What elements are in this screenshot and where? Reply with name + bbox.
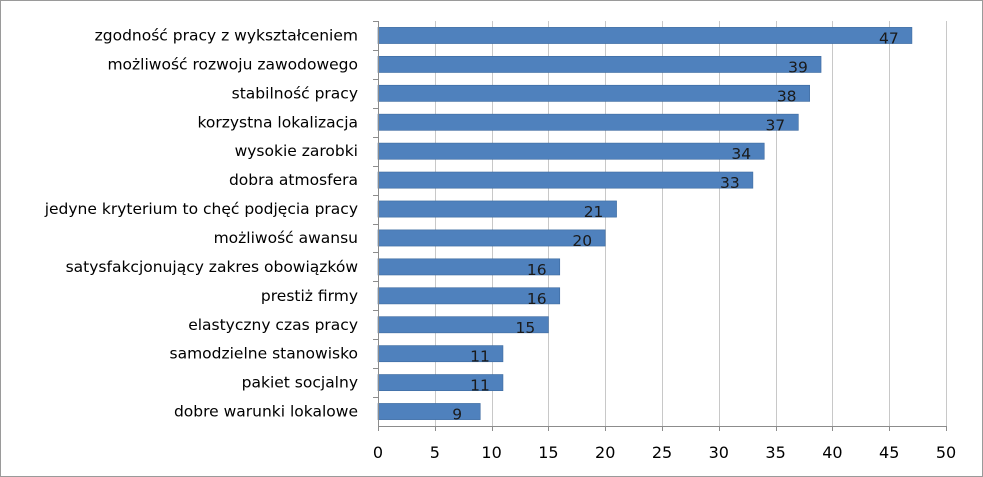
category-label: elastyczny czas pracy [188,316,358,334]
category-label: wysokie zarobki [235,142,358,160]
data-label: 16 [527,290,547,308]
x-tick-label: 10 [481,443,501,462]
data-label: 39 [788,58,808,76]
category-label: satysfakcjonujący zakres obowiązków [66,258,359,276]
category-label: dobre warunki lokalowe [174,403,358,421]
category-label: możliwość rozwoju zawodowego [107,55,358,73]
x-tick-label: 45 [879,443,899,462]
data-label: 37 [765,116,785,134]
grid-layer [378,21,947,426]
data-label: 11 [470,348,490,366]
category-label: jedyne kryterium to chęć podjęcia pracy [44,200,358,218]
data-label: 38 [777,87,797,105]
x-tick-label: 35 [765,443,785,462]
x-tick-label: 25 [652,443,672,462]
x-tick-label: 0 [373,443,383,462]
x-tick-label: 20 [595,443,615,462]
category-label: zgodność pracy z wykształceniem [95,26,358,44]
data-label: 34 [731,145,751,163]
data-label: 33 [720,174,740,192]
category-label: prestiż firmy [261,287,358,305]
axis-layer [373,21,947,431]
category-label: dobra atmosfera [229,171,358,189]
category-label: pakiet socjalny [242,374,358,392]
category-label: samodzielne stanowisko [170,345,359,363]
category-label: możliwość awansu [214,229,358,247]
bar-layer [377,27,913,420]
bar [377,84,810,102]
data-label: 47 [879,29,899,47]
bar [377,113,799,131]
bar [377,55,822,73]
bar [377,200,617,218]
x-tick-label: 50 [936,443,956,462]
x-tick-label: 40 [822,443,842,462]
x-tick-label: 30 [709,443,729,462]
data-label: 9 [452,406,462,424]
label-layer: 0 5 10 15 20 25 30 35 40 45 50 zgodność pracy z wyk… [44,26,956,462]
bar [377,403,481,420]
x-tick-label: 15 [538,443,558,462]
bar [377,142,765,160]
x-tick-label: 5 [430,443,440,462]
category-label: korzystna lokalizacja [197,113,358,131]
data-label: 11 [470,377,490,395]
category-label: stabilność pracy [232,84,358,102]
bar [377,171,754,189]
data-label: 16 [527,261,547,279]
data-label: 20 [572,232,592,250]
bar [377,229,606,247]
data-label: 21 [584,203,604,221]
bar [377,27,913,44]
data-label: 15 [516,319,536,337]
